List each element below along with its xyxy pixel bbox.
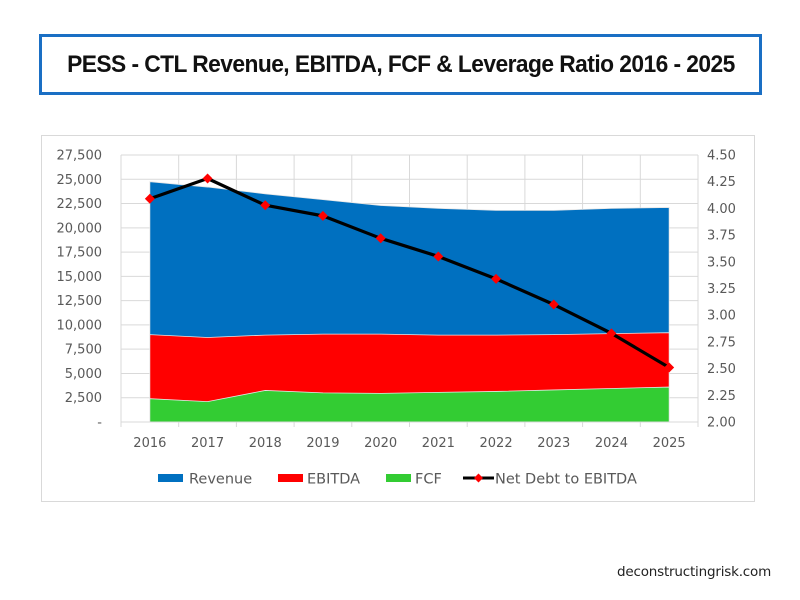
- chart-title-box: PESS - CTL Revenue, EBITDA, FCF & Levera…: [39, 34, 762, 95]
- x-axis-tick-label: 2020: [364, 436, 397, 451]
- marker-net-debt-to-ebitda: [664, 362, 675, 373]
- left-axis-tick-label: -: [97, 416, 102, 431]
- legend: Revenue EBITDA FCF Net Debt to EBITDA: [158, 472, 637, 488]
- left-axis-tick-label: 7,500: [65, 343, 102, 358]
- right-axis-tick-label: 2.25: [707, 389, 736, 404]
- area-series: [149, 181, 670, 423]
- right-axis-tick-label: 2.00: [707, 416, 736, 431]
- legend-swatch-fcf: [386, 474, 411, 482]
- left-axis-tick-label: 22,500: [57, 197, 103, 212]
- legend-label-ebitda: EBITDA: [307, 472, 360, 488]
- left-axis-tick-label: 2,500: [65, 391, 102, 406]
- right-axis-tick-label: 2.50: [707, 362, 736, 377]
- marker-net-debt-to-ebitda: [491, 273, 502, 284]
- chart-svg: - 2,500 5,000 7,500 10,000 12,500 15,000 17,500…: [57, 149, 736, 488]
- marker-net-debt-to-ebitda: [317, 210, 328, 221]
- chart-container: - 2,500 5,000 7,500 10,000 12,500 15,000 17,500…: [41, 135, 755, 502]
- left-axis-tick-label: 25,000: [57, 173, 103, 188]
- legend-label-net-debt-to-ebitda: Net Debt to EBITDA: [495, 472, 637, 488]
- x-axis-tick-label: 2016: [133, 436, 166, 451]
- right-axis-tick-label: 3.25: [707, 282, 736, 297]
- legend-swatch-ebitda: [278, 474, 303, 482]
- right-axis-tick-label: 4.50: [707, 149, 736, 164]
- legend-swatch-revenue: [158, 474, 183, 482]
- right-axis-tick-label: 3.75: [707, 229, 736, 244]
- x-axis-tick-label: 2018: [249, 436, 282, 451]
- left-axis-tick-label: 20,000: [57, 221, 103, 236]
- axes: - 2,500 5,000 7,500 10,000 12,500 15,000 17,500…: [57, 149, 736, 452]
- right-axis-tick-label: 4.00: [707, 202, 736, 217]
- right-axis-tick-label: 3.00: [707, 309, 736, 324]
- chart-title: PESS - CTL Revenue, EBITDA, FCF & Levera…: [66, 50, 735, 78]
- marker-net-debt-to-ebitda: [548, 299, 559, 310]
- x-axis-tick-label: 2021: [422, 436, 455, 451]
- legend-marker-net-debt-to-ebitda: [474, 473, 483, 483]
- x-axis-tick-label: 2025: [653, 436, 686, 451]
- marker-net-debt-to-ebitda: [202, 173, 213, 184]
- x-axis-tick-label: 2017: [191, 436, 224, 451]
- x-axis-tick-label: 2024: [595, 436, 628, 451]
- x-axis-tick-label: 2022: [480, 436, 513, 451]
- line-series: [144, 173, 675, 373]
- right-axis-tick-label: 3.50: [707, 255, 736, 270]
- left-axis-tick-label: 17,500: [57, 246, 103, 261]
- marker-net-debt-to-ebitda: [433, 251, 444, 262]
- line-net-debt-to-ebitda: [149, 176, 670, 369]
- legend-label-fcf: FCF: [415, 472, 442, 488]
- left-axis-tick-label: 5,000: [65, 367, 102, 382]
- left-axis-tick-label: 10,000: [57, 318, 103, 333]
- marker-net-debt-to-ebitda: [260, 200, 271, 211]
- right-axis-tick-label: 2.75: [707, 335, 736, 350]
- left-axis-tick-label: 27,500: [57, 149, 103, 164]
- marker-net-debt-to-ebitda: [144, 193, 155, 204]
- area-fcf: [149, 386, 670, 423]
- right-axis-tick-label: 4.25: [707, 175, 736, 190]
- marker-net-debt-to-ebitda: [606, 328, 617, 339]
- x-axis-tick-label: 2023: [537, 436, 570, 451]
- x-axis-tick-label: 2019: [306, 436, 339, 451]
- left-axis-tick-label: 15,000: [57, 270, 103, 285]
- left-axis-tick-label: 12,500: [57, 294, 103, 309]
- watermark: deconstructingrisk.com: [617, 564, 772, 580]
- marker-net-debt-to-ebitda: [375, 233, 386, 244]
- legend-label-revenue: Revenue: [189, 472, 252, 488]
